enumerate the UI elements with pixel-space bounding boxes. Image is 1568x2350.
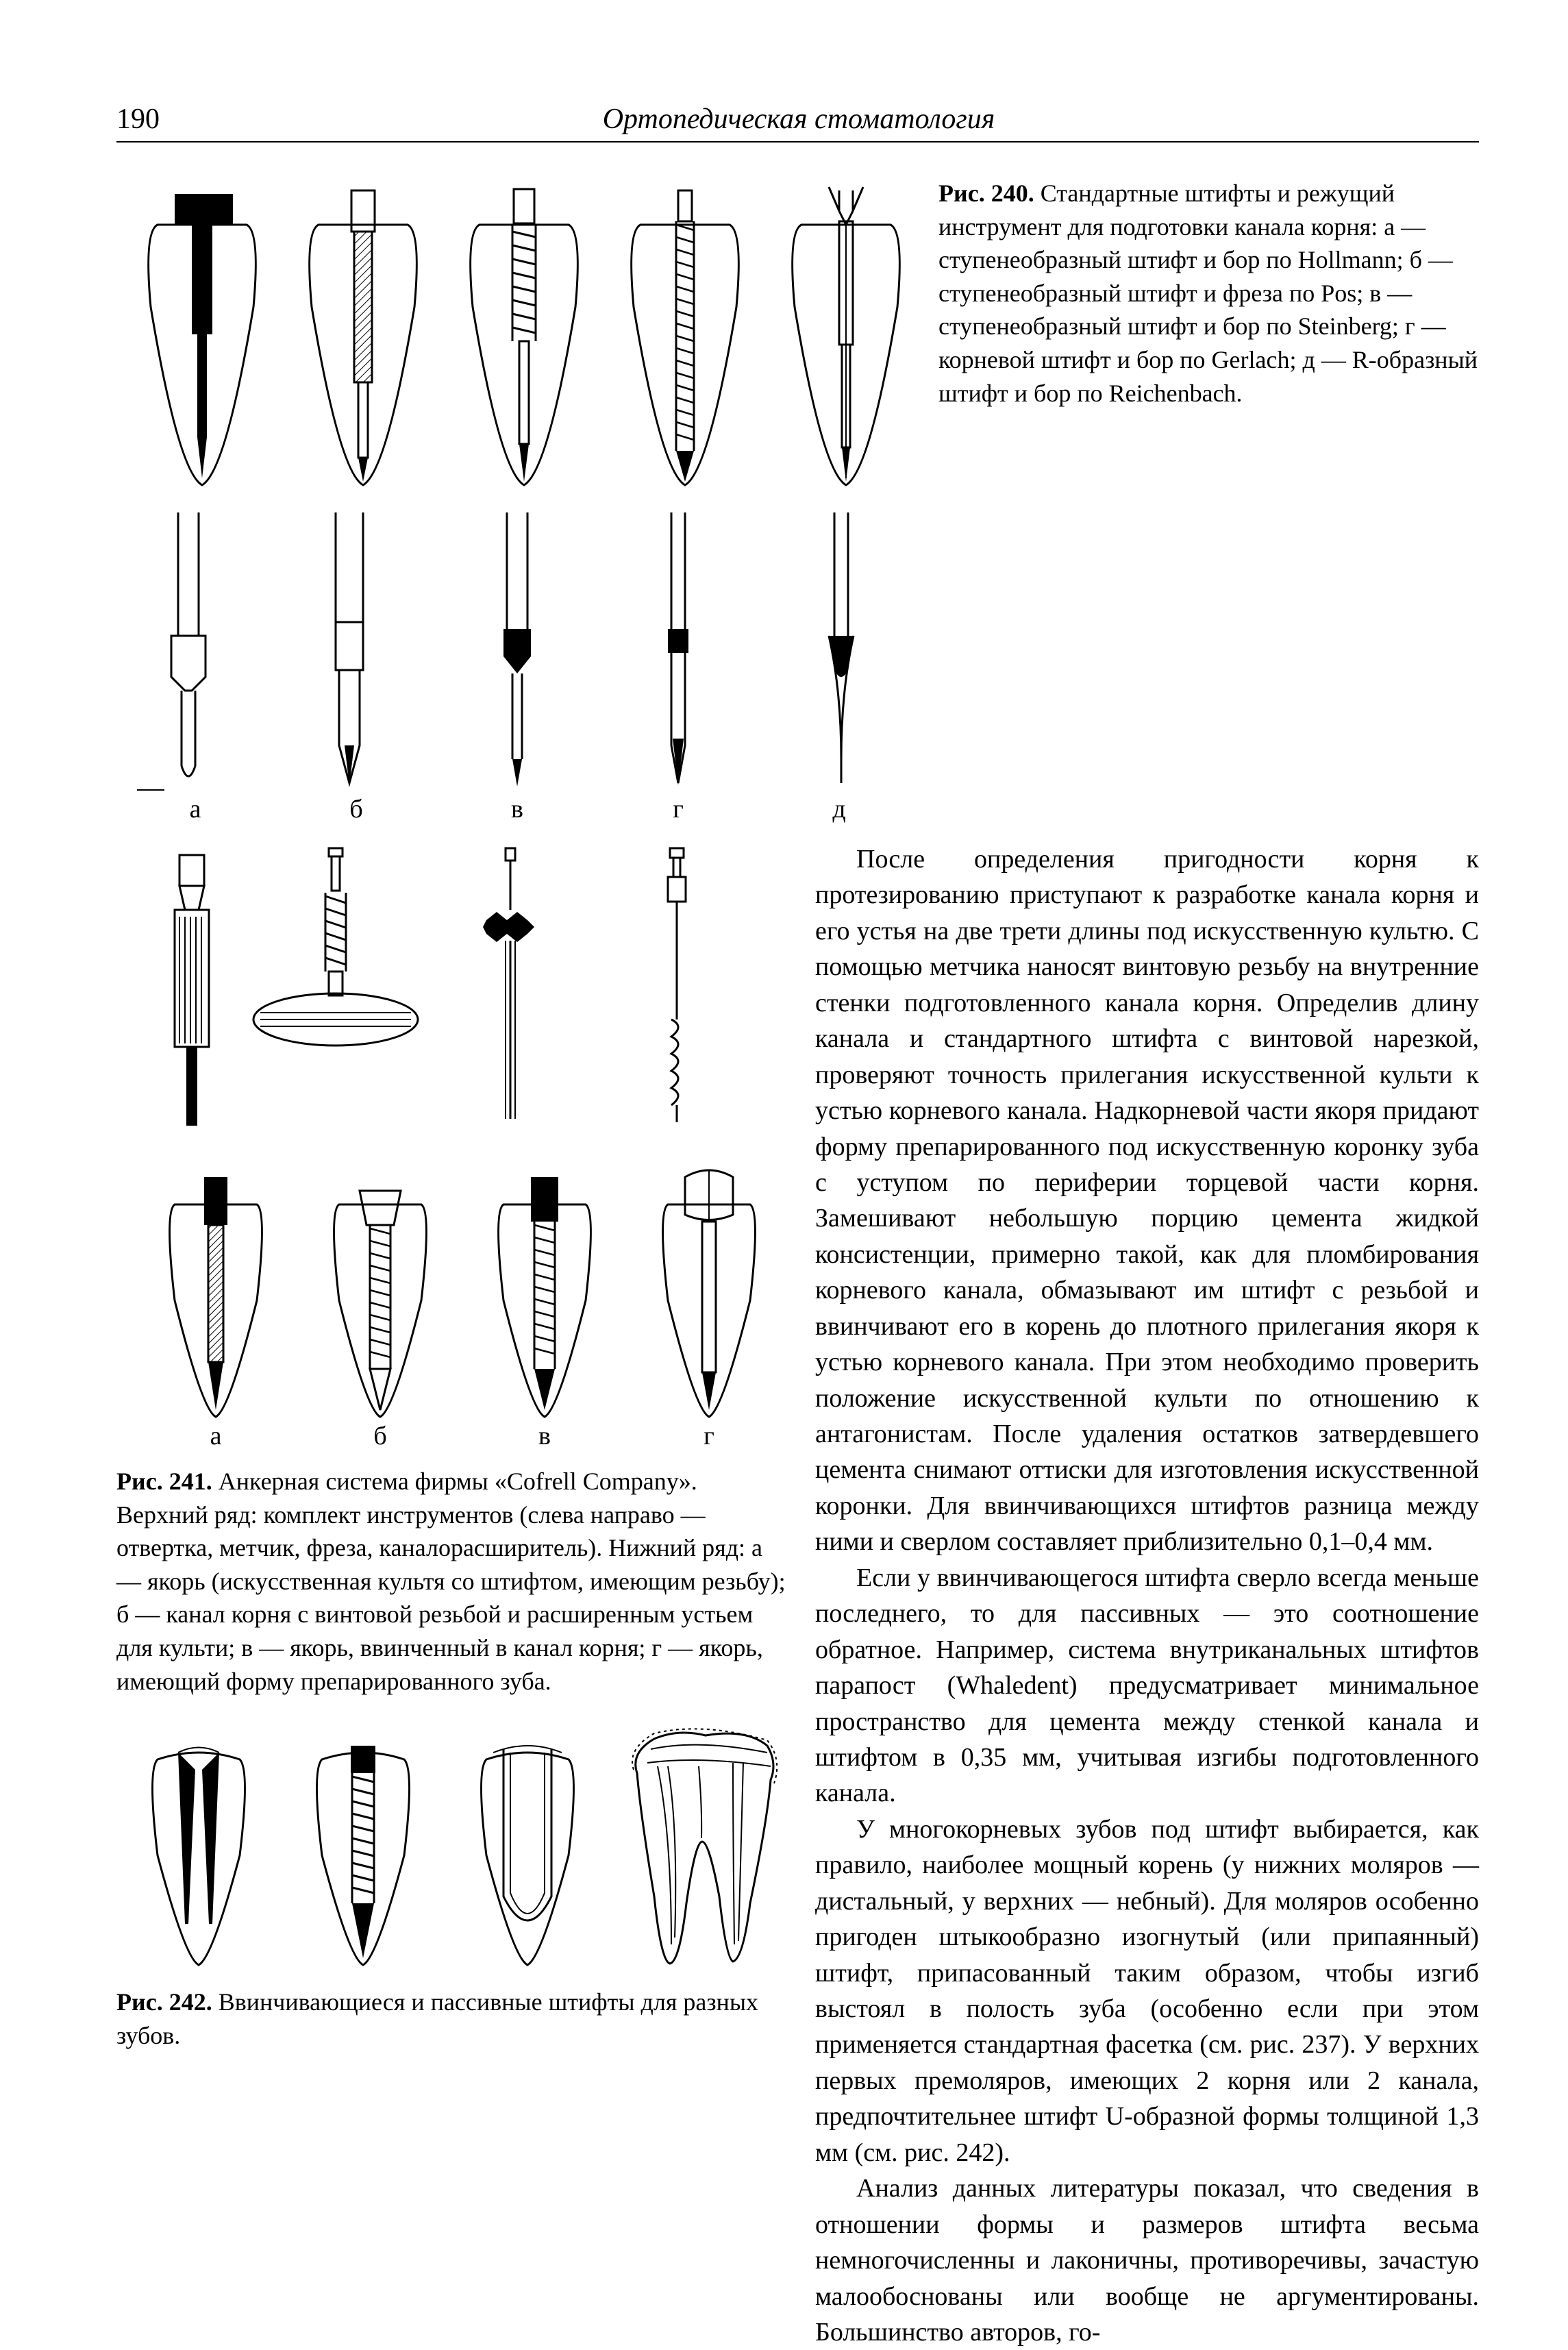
figure-242-block: Рис. 242. Ввинчивающиеся и пассивные шти…	[116, 1718, 788, 2052]
figure-242-caption: Рис. 242. Ввинчивающиеся и пассивные шти…	[116, 1986, 788, 2052]
fig240-label-v: в	[511, 795, 523, 824]
page-number: 190	[116, 103, 160, 136]
fig241-caption-bold: Рис. 241.	[116, 1468, 212, 1495]
fig240-label-g: г	[673, 795, 684, 824]
figure-241-caption: Рис. 241. Анкерная система фирмы «Cofrel…	[116, 1465, 788, 1698]
fig242-caption-bold: Рис. 242.	[116, 1988, 212, 2016]
page-header: 190 Ортопедическая стоматология	[116, 103, 1479, 143]
fig242-caption-text: Ввинчивающиеся и пассивные штифты для ра…	[116, 1988, 758, 2049]
page: 190 Ортопедическая стоматология	[0, 0, 1568, 2284]
running-title: Ортопедическая стоматология	[603, 103, 995, 136]
fig241-caption-text: Анкерная система фирмы «Cofrell Company»…	[116, 1468, 786, 1695]
paragraph-1: После определения пригодности корня к пр…	[815, 841, 1479, 1560]
fig241-label-g: г	[704, 1422, 714, 1450]
figure-241-block: а	[116, 841, 788, 1698]
left-column: а	[116, 841, 788, 2350]
two-column-content: а	[116, 841, 1479, 2350]
figure-240-caption: Рис. 240. Стандартные штифты и режущий и…	[938, 170, 1479, 828]
fig240-label-a: а	[190, 795, 201, 824]
fig241-label-v: в	[538, 1422, 551, 1450]
paragraph-3: У многокорневых зубов под штифт выбирает…	[815, 1811, 1479, 2170]
figure-241-image: а	[116, 841, 788, 1458]
fig240-caption-text: Стандартные штифты и режущий инструмент …	[938, 180, 1478, 407]
paragraph-2: Если у ввинчивающегося штифта сверло все…	[815, 1560, 1479, 1811]
fig241-label-a: а	[210, 1422, 222, 1450]
paragraph-4: Анализ данных литературы показал, что св…	[815, 2170, 1479, 2350]
fig240-label-d: д	[832, 795, 845, 824]
fig241-label-b: б	[373, 1422, 386, 1450]
figure-240-block: а б	[116, 170, 1479, 828]
fig240-caption-bold: Рис. 240.	[938, 180, 1034, 207]
right-column: После определения пригодности корня к пр…	[815, 841, 1479, 2350]
fig240-label-b: б	[349, 795, 362, 824]
figure-240-image: а б	[116, 170, 918, 828]
figure-242-image	[116, 1718, 788, 1979]
